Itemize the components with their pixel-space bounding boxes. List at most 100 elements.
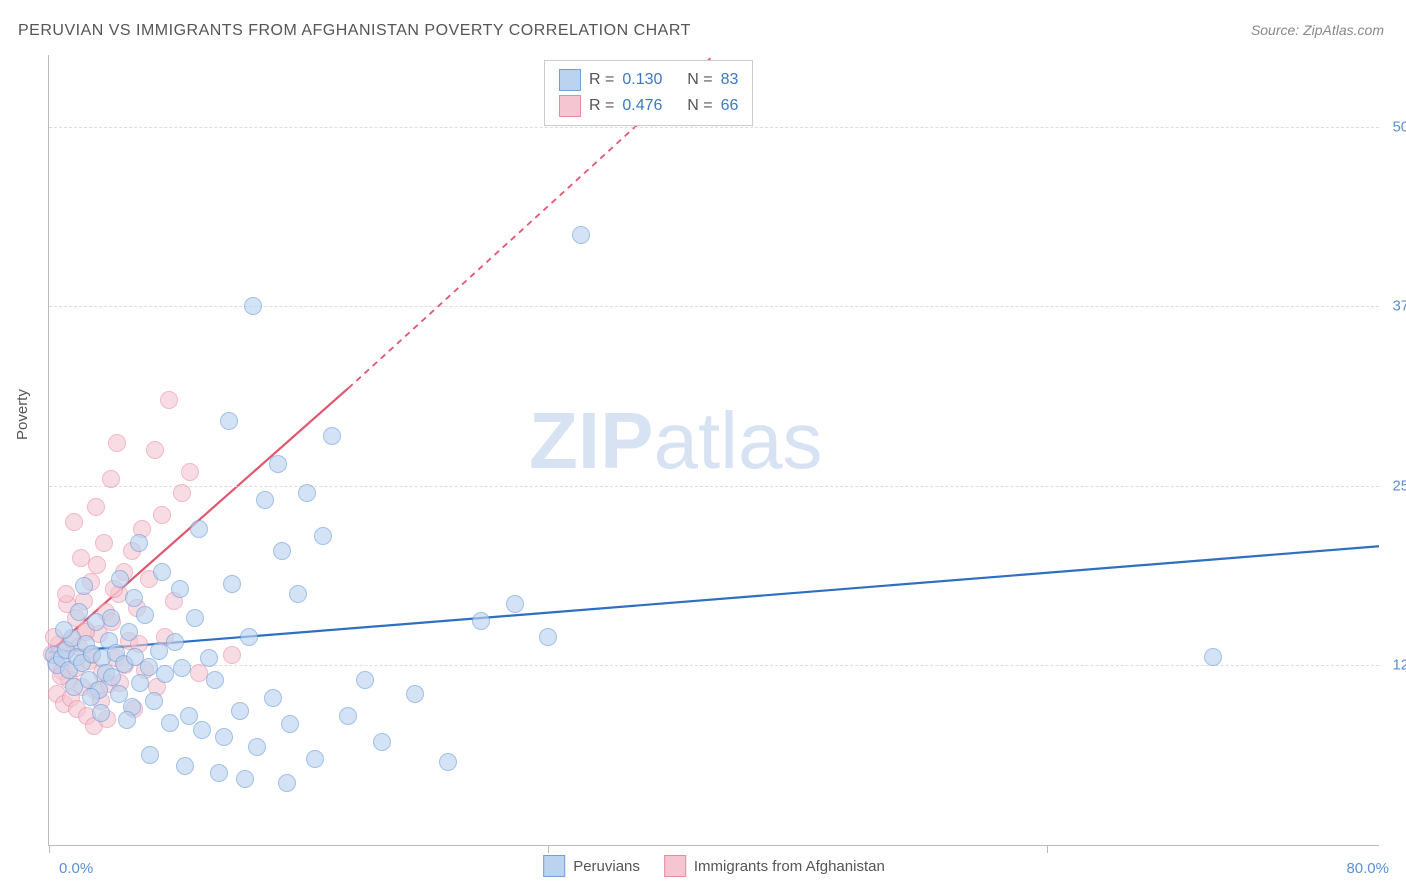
data-point	[231, 702, 249, 720]
data-point	[131, 674, 149, 692]
swatch-afghanistan-icon	[664, 855, 686, 877]
data-point	[153, 563, 171, 581]
data-point	[206, 671, 224, 689]
data-point	[356, 671, 374, 689]
data-point	[161, 714, 179, 732]
data-point	[173, 659, 191, 677]
data-point	[108, 434, 126, 452]
source-attribution: Source: ZipAtlas.com	[1251, 22, 1384, 38]
legend-item-b: Immigrants from Afghanistan	[664, 855, 885, 877]
data-point	[55, 621, 73, 639]
y-tick-label: 25.0%	[1392, 477, 1406, 494]
x-axis-max-label: 80.0%	[1346, 860, 1389, 877]
data-point	[215, 728, 233, 746]
data-point	[539, 628, 557, 646]
data-point	[186, 609, 204, 627]
data-point	[314, 527, 332, 545]
data-point	[256, 491, 274, 509]
data-point	[173, 484, 191, 502]
y-axis-label: Poverty	[14, 389, 31, 440]
data-point	[506, 595, 524, 613]
watermark-light: atlas	[653, 396, 822, 485]
data-point	[244, 297, 262, 315]
data-point	[102, 609, 120, 627]
data-point	[472, 612, 490, 630]
data-point	[572, 226, 590, 244]
data-point	[180, 707, 198, 725]
legend-label-a: Peruvians	[573, 858, 640, 875]
data-point	[171, 580, 189, 598]
y-tick-label: 37.5%	[1392, 298, 1406, 315]
data-point	[95, 534, 113, 552]
data-point	[141, 746, 159, 764]
data-point	[240, 628, 258, 646]
data-point	[278, 774, 296, 792]
data-point	[140, 658, 158, 676]
data-point	[70, 603, 88, 621]
data-point	[72, 549, 90, 567]
source-link[interactable]: ZipAtlas.com	[1303, 22, 1384, 38]
data-point	[1204, 648, 1222, 666]
x-tick	[49, 845, 50, 853]
data-point	[176, 757, 194, 775]
data-point	[136, 606, 154, 624]
gridline	[49, 127, 1379, 128]
data-point	[306, 750, 324, 768]
r-value-b: 0.476	[622, 93, 662, 119]
data-point	[236, 770, 254, 788]
data-point	[248, 738, 266, 756]
data-point	[439, 753, 457, 771]
watermark: ZIPatlas	[529, 395, 822, 487]
data-point	[160, 391, 178, 409]
data-point	[339, 707, 357, 725]
data-point	[264, 689, 282, 707]
y-tick-label: 50.0%	[1392, 118, 1406, 135]
legend-label-b: Immigrants from Afghanistan	[694, 858, 885, 875]
data-point	[323, 427, 341, 445]
chart-plot-area: ZIPatlas R = 0.130 N = 83 R = 0.476 N = …	[48, 55, 1379, 846]
n-label-b: N =	[687, 93, 712, 119]
source-prefix: Source:	[1251, 22, 1303, 38]
swatch-peruvians	[559, 69, 581, 91]
data-point	[223, 575, 241, 593]
data-point	[190, 520, 208, 538]
data-point	[269, 455, 287, 473]
data-point	[92, 704, 110, 722]
data-point	[181, 463, 199, 481]
data-point	[150, 642, 168, 660]
r-value-a: 0.130	[622, 67, 662, 93]
data-point	[75, 577, 93, 595]
series-legend: Peruvians Immigrants from Afghanistan	[543, 855, 885, 877]
data-point	[146, 441, 164, 459]
data-point	[223, 646, 241, 664]
trend-lines-layer	[49, 55, 1379, 845]
data-point	[57, 585, 75, 603]
n-value-b: 66	[721, 93, 739, 119]
legend-item-a: Peruvians	[543, 855, 640, 877]
data-point	[125, 589, 143, 607]
data-point	[118, 711, 136, 729]
swatch-peruvians-icon	[543, 855, 565, 877]
correlation-legend: R = 0.130 N = 83 R = 0.476 N = 66	[544, 60, 753, 126]
x-tick	[548, 845, 549, 853]
data-point	[145, 692, 163, 710]
n-value-a: 83	[721, 67, 739, 93]
data-point	[298, 484, 316, 502]
data-point	[153, 506, 171, 524]
data-point	[273, 542, 291, 560]
legend-row-b: R = 0.476 N = 66	[559, 93, 738, 119]
legend-row-a: R = 0.130 N = 83	[559, 67, 738, 93]
gridline	[49, 665, 1379, 666]
swatch-afghanistan	[559, 95, 581, 117]
data-point	[373, 733, 391, 751]
r-label-a: R =	[589, 67, 614, 93]
watermark-bold: ZIP	[529, 396, 653, 485]
n-label-a: N =	[687, 67, 712, 93]
data-point	[130, 534, 148, 552]
data-point	[200, 649, 218, 667]
y-tick-label: 12.5%	[1392, 657, 1406, 674]
data-point	[120, 623, 138, 641]
data-point	[87, 498, 105, 516]
data-point	[210, 764, 228, 782]
data-point	[289, 585, 307, 603]
